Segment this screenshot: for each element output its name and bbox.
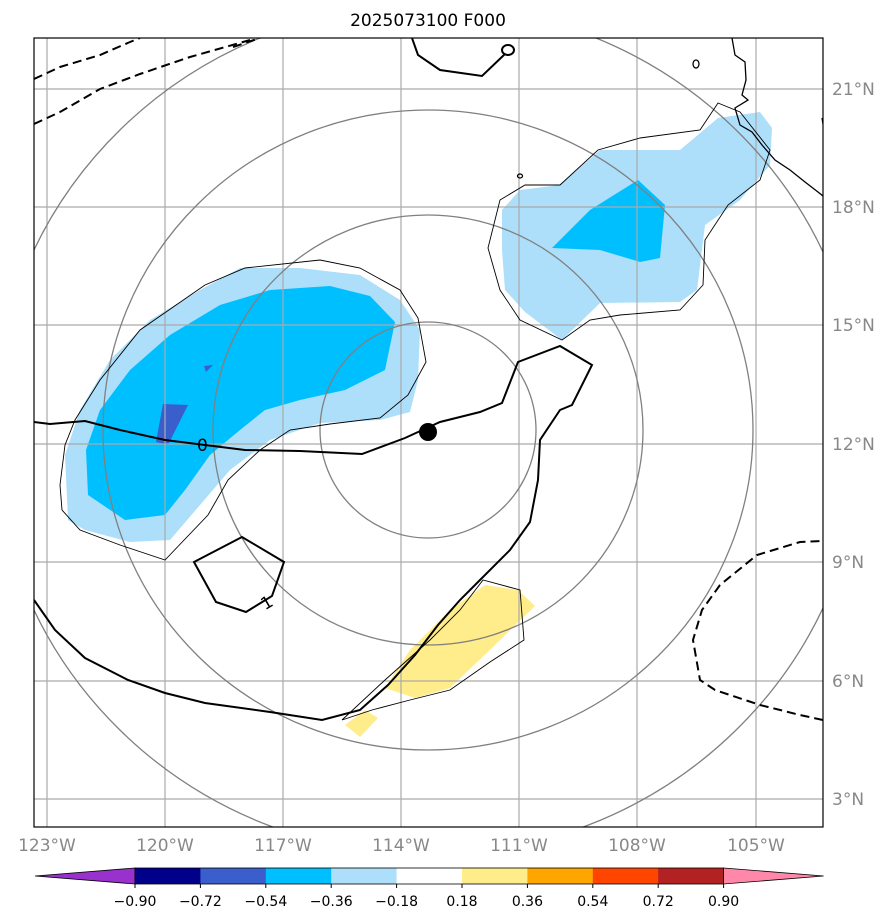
lon-label: 108°W: [608, 836, 666, 856]
blue-shading-west: [86, 286, 395, 520]
map-area: 0 1: [34, 38, 823, 827]
lat-label: 3°N: [832, 790, 864, 810]
colorbar-tick-label: 0.72: [643, 894, 674, 910]
dark-blue-shading-west: [156, 365, 213, 445]
colorbar-tick-label: 0.54: [577, 894, 608, 910]
range-rings: [34, 38, 823, 827]
lat-label: 9°N: [832, 553, 864, 573]
colorbar-tick-label: −0.90: [114, 894, 157, 910]
lon-label: 123°W: [18, 836, 76, 856]
colorbar-extension-high: [723, 867, 824, 885]
storm-center-marker: [419, 423, 437, 441]
longitude-labels: 123°W 120°W 117°W 114°W 111°W 108°W 105°…: [18, 836, 785, 856]
colorbar-segment: [592, 868, 659, 884]
colorbar-segment: [658, 868, 725, 884]
map-title: 2025073100 F000: [350, 11, 506, 31]
map-frame: [33, 37, 824, 828]
colorbar-segment: [527, 868, 594, 884]
lat-label: 12°N: [832, 435, 875, 455]
colorbar-tick-label: −0.54: [244, 894, 287, 910]
lon-label: 111°W: [490, 836, 548, 856]
colorbar-tick-label: 0.90: [708, 894, 739, 910]
lat-label: 6°N: [832, 672, 864, 692]
lat-label: 15°N: [832, 316, 875, 336]
colorbar-tick-label: 0.36: [512, 894, 543, 910]
colorbar: −0.90 −0.72 −0.54 −0.36 −0.18 0.18 0.36 0.54 0.7…: [34, 867, 824, 910]
colorbar-segment: [331, 868, 398, 884]
colorbar-segment: [200, 868, 267, 884]
colorbar-segment: [462, 868, 528, 884]
lon-label: 105°W: [727, 836, 785, 856]
lat-label: 21°N: [832, 80, 875, 100]
lon-label: 114°W: [372, 836, 430, 856]
contour-label-1: 1: [258, 592, 277, 615]
colorbar-outline: [134, 867, 724, 885]
colorbar-extension-low: [34, 867, 136, 885]
yellow-shading-south: [345, 585, 535, 737]
lon-label: 120°W: [136, 836, 194, 856]
colorbar-tick-label: 0.18: [446, 894, 477, 910]
colorbar-segment: [396, 868, 463, 884]
colorbar-tick-label: −0.36: [310, 894, 353, 910]
dashed-contours: [34, 38, 823, 721]
lat-label: 18°N: [832, 198, 875, 218]
bold-contours: [34, 38, 594, 722]
colorbar-tick-label: −0.72: [179, 894, 222, 910]
contour-label-0: 0: [197, 436, 208, 456]
colorbar-tick-label: −0.18: [375, 894, 418, 910]
latitude-labels: 21°N 18°N 15°N 12°N 9°N 6°N 3°N: [832, 80, 875, 810]
lon-label: 117°W: [254, 836, 312, 856]
colorbar-segment: [135, 868, 201, 884]
graticule: [34, 38, 823, 827]
colorbar-segment: [265, 868, 332, 884]
